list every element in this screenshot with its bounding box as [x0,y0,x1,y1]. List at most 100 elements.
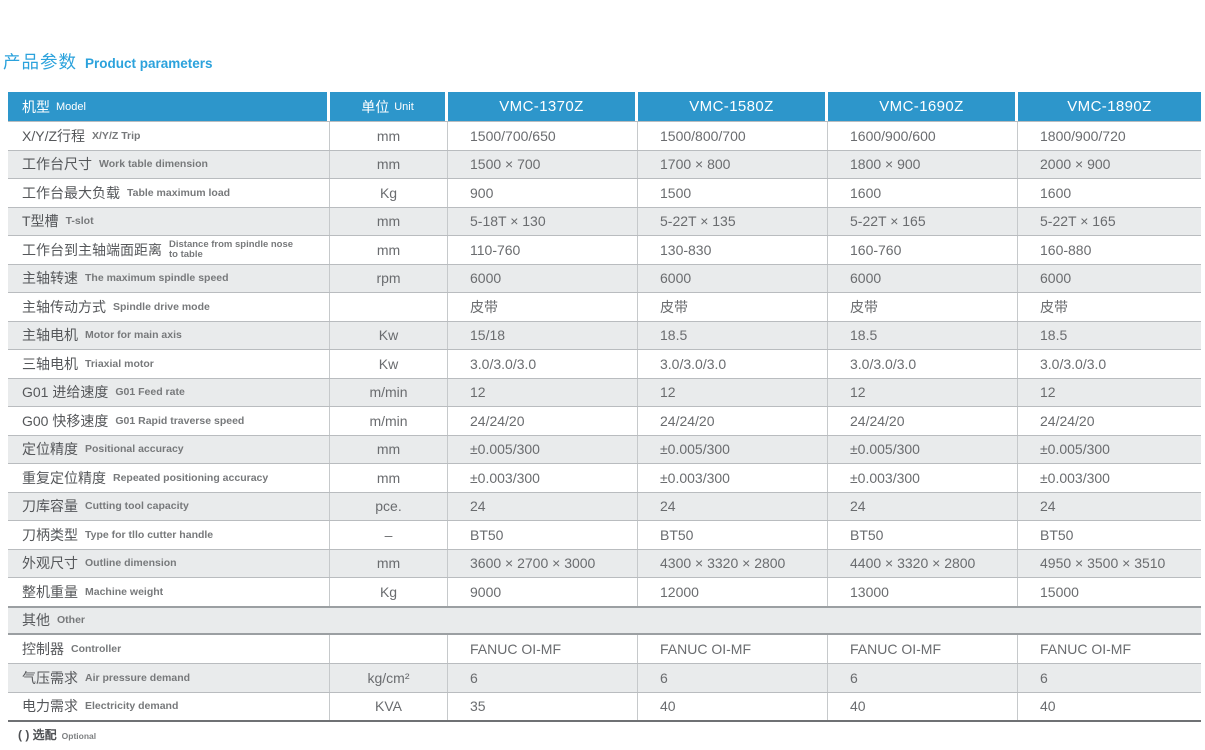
row-label-zh: 主轴转速 [22,270,78,287]
row-label: 工作台到主轴端面距离 Distance from spindle nose to … [8,236,330,264]
row-unit: mm [330,122,448,150]
cell-value: BT50 [638,521,828,549]
row-label-en: T-slot [65,215,94,228]
cell-value: 18.5 [1040,327,1068,344]
cell-value: 160-760 [828,236,1018,264]
cell-value: 6 [1040,669,1048,686]
row-label-en: Electricity demand [85,700,179,713]
table-row: 主轴电机 Motor for main axis Kw 15/18 18.5 18.5 18… [8,320,1201,349]
column-header-vmc-1890z: VMC-1890Z [1067,98,1152,115]
column-header-model: 机型 Model [8,92,330,121]
footnote: ( ) 选配 Optional [18,726,96,743]
row-label: 主轴转速 The maximum spindle speed [8,264,330,292]
row-label: 工作台最大负载 Table maximum load [8,179,330,207]
cell-value: 130-830 [638,236,828,264]
row-label-en: Type for tllo cutter handle [85,528,214,541]
row-label-en: X/Y/Z Trip [92,129,141,142]
row-unit: Kg [330,179,448,207]
table-row: 工作台尺寸 Work table dimension mm 1500 × 700 170… [8,149,1201,178]
cell-value: 5-22T × 165 [1040,213,1116,230]
row-label-zh: 整机重量 [22,583,78,600]
table-row: 控制器 Controller FANUC OI-MF FANUC OI-MF FANUC… [8,634,1201,663]
row-label-en: Triaxial motor [85,357,154,370]
row-unit [330,293,448,321]
row-unit: m/min [330,378,448,406]
row-label-en: Machine weight [85,585,164,598]
row-label-en: G01 Feed rate [115,386,185,399]
cell-value: 12 [1040,384,1056,401]
column-header-unit: 单位 Unit [330,92,448,121]
row-label-en: The maximum spindle speed [85,272,229,285]
cell-value: FANUC OI-MF [448,634,638,663]
cell-value: 3.0/3.0/3.0 [828,350,1018,378]
row-label: 主轴传动方式 Spindle drive mode [8,293,330,321]
cell-value: 15/18 [448,321,638,349]
cell-value: 18.5 [638,321,828,349]
row-label-zh: X/Y/Z行程 [22,127,86,144]
cell-value: 6 [638,664,828,692]
table-row: 电力需求 Electricity demand KVA 35 40 40 40 [8,691,1201,720]
cell-value: 24/24/20 [828,407,1018,435]
table-row: G01 进给速度 G01 Feed rate m/min 12 12 12 12 [8,377,1201,406]
row-unit: mm [330,549,448,577]
row-unit: mm [330,464,448,492]
row-label-zh: 主轴传动方式 [22,298,106,315]
row-label-en: Motor for main axis [85,329,182,342]
row-label: 主轴电机 Motor for main axis [8,321,330,349]
cell-value: 6000 [828,264,1018,292]
row-label: 整机重量 Machine weight [8,578,330,606]
cell-value: 1700 × 800 [638,150,828,178]
row-label: 工作台尺寸 Work table dimension [8,150,330,178]
cell-value: 1500/800/700 [638,122,828,150]
cell-value: 6000 [1040,270,1072,287]
row-unit: pce. [330,492,448,520]
cell-value: 900 [448,179,638,207]
row-label: 定位精度 Positional accuracy [8,435,330,463]
section-row: 其他 Other [8,605,1201,635]
row-label-zh: 重复定位精度 [22,469,106,486]
row-label-zh: 刀柄类型 [22,526,78,543]
row-label: 气压需求 Air pressure demand [8,664,330,692]
cell-value: 5-18T × 130 [448,207,638,235]
row-label-zh: 定位精度 [22,441,78,458]
cell-value: 6 [448,664,638,692]
column-header-vmc-1690z: VMC-1690Z [828,92,1018,121]
cell-value: 4300 × 3320 × 2800 [638,549,828,577]
table-row: 刀柄类型 Type for tllo cutter handle – BT50 BT50… [8,520,1201,549]
row-label: G01 进给速度 G01 Feed rate [8,378,330,406]
cell-value: 24 [828,492,1018,520]
cell-value: 24 [638,492,828,520]
row-unit: Kw [330,350,448,378]
cell-value: BT50 [448,521,638,549]
column-header-vmc-1370z: VMC-1370Z [448,92,638,121]
table-row: 主轴转速 The maximum spindle speed rpm 6000 6000… [8,263,1201,292]
row-label-zh: G00 快移速度 [22,412,109,429]
row-label-zh: G01 进给速度 [22,384,109,401]
footnote-zh: ( ) 选配 [18,728,57,742]
row-label: 其他 Other [8,608,1201,633]
row-label-en: Air pressure demand [85,671,191,684]
row-label-en: Distance from spindle nose to table [169,238,294,260]
row-label: 电力需求 Electricity demand [8,692,330,720]
cell-value: 13000 [828,578,1018,606]
row-label-zh: 控制器 [22,640,64,657]
row-label: 刀柄类型 Type for tllo cutter handle [8,521,330,549]
cell-value: 皮带 [638,293,828,321]
row-label-en: Cutting tool capacity [85,500,189,513]
cell-value: 40 [1040,698,1056,715]
cell-value: 9000 [448,578,638,606]
column-header-unit-zh: 单位 [361,98,390,115]
cell-value: 24 [1040,498,1056,515]
product-parameters-table: 机型 Model 单位 Unit VMC-1370Z VMC-1580Z VMC… [8,92,1201,722]
cell-value: 6000 [638,264,828,292]
row-label-en: Outline dimension [85,557,177,570]
table-header-row: 机型 Model 单位 Unit VMC-1370Z VMC-1580Z VMC… [8,92,1201,121]
row-unit: Kw [330,321,448,349]
cell-value: 3.0/3.0/3.0 [1040,355,1107,372]
cell-value: BT50 [828,521,1018,549]
table-row: 重复定位精度 Repeated positioning accuracy mm ±0.… [8,463,1201,492]
row-unit: kg/cm² [330,664,448,692]
cell-value: 1500 [638,179,828,207]
cell-value: 皮带 [828,293,1018,321]
column-header-model-zh: 机型 [22,98,50,115]
